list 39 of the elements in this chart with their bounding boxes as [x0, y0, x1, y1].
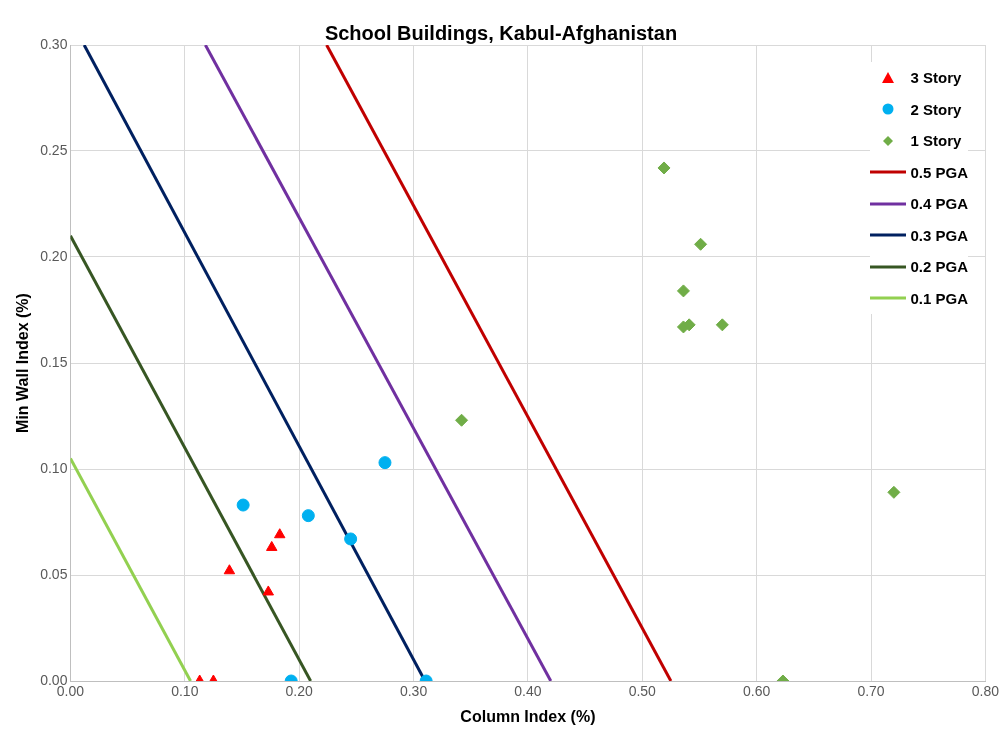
x-tick-label: 0.30 — [399, 683, 428, 700]
x-tick-label: 0.60 — [743, 683, 771, 700]
x-tick-label: 0.80 — [971, 683, 1000, 700]
point — [694, 237, 708, 251]
x-tick-label: 0.20 — [285, 683, 314, 700]
point — [223, 564, 236, 575]
legend-label: 0.3 PGA — [910, 226, 968, 244]
point — [236, 498, 250, 512]
point — [657, 161, 671, 175]
x-tick-label: 0.10 — [171, 683, 199, 700]
point — [378, 456, 392, 470]
point — [455, 413, 469, 427]
x-tick-label: 0.70 — [857, 683, 885, 700]
legend-label: 0.1 PGA — [910, 289, 968, 307]
y-axis-title: Min Wall Index (%) — [14, 293, 32, 433]
y-tick-label: 0.15 — [40, 353, 68, 370]
x-tick-label: 0.50 — [628, 683, 657, 700]
point — [344, 532, 358, 546]
chart-title: School Buildings, Kabul-Afghanistan — [324, 22, 678, 44]
legend-label: 0.2 PGA — [910, 258, 968, 276]
point — [887, 485, 901, 499]
y-tick-label: 0.20 — [40, 247, 68, 264]
legend-label: 0.4 PGA — [910, 195, 968, 213]
legend-label: 1 Story — [910, 132, 962, 150]
y-tick-label: 0.10 — [40, 459, 68, 476]
point — [266, 540, 278, 551]
y-tick-label: 0.25 — [40, 141, 68, 158]
point — [301, 509, 315, 523]
x-axis-title: Column Index (%) — [460, 707, 596, 725]
point — [262, 585, 274, 596]
y-tick-label: 0.30 — [40, 35, 68, 52]
legend-label: 0.5 PGA — [910, 163, 968, 181]
point — [274, 528, 286, 539]
y-tick-label: 0.05 — [40, 565, 68, 582]
x-tick-label: 0.40 — [514, 683, 542, 700]
point — [715, 318, 729, 332]
point — [676, 284, 690, 298]
legend-label: 3 Story — [910, 69, 962, 87]
legend-label: 2 Story — [910, 100, 962, 118]
